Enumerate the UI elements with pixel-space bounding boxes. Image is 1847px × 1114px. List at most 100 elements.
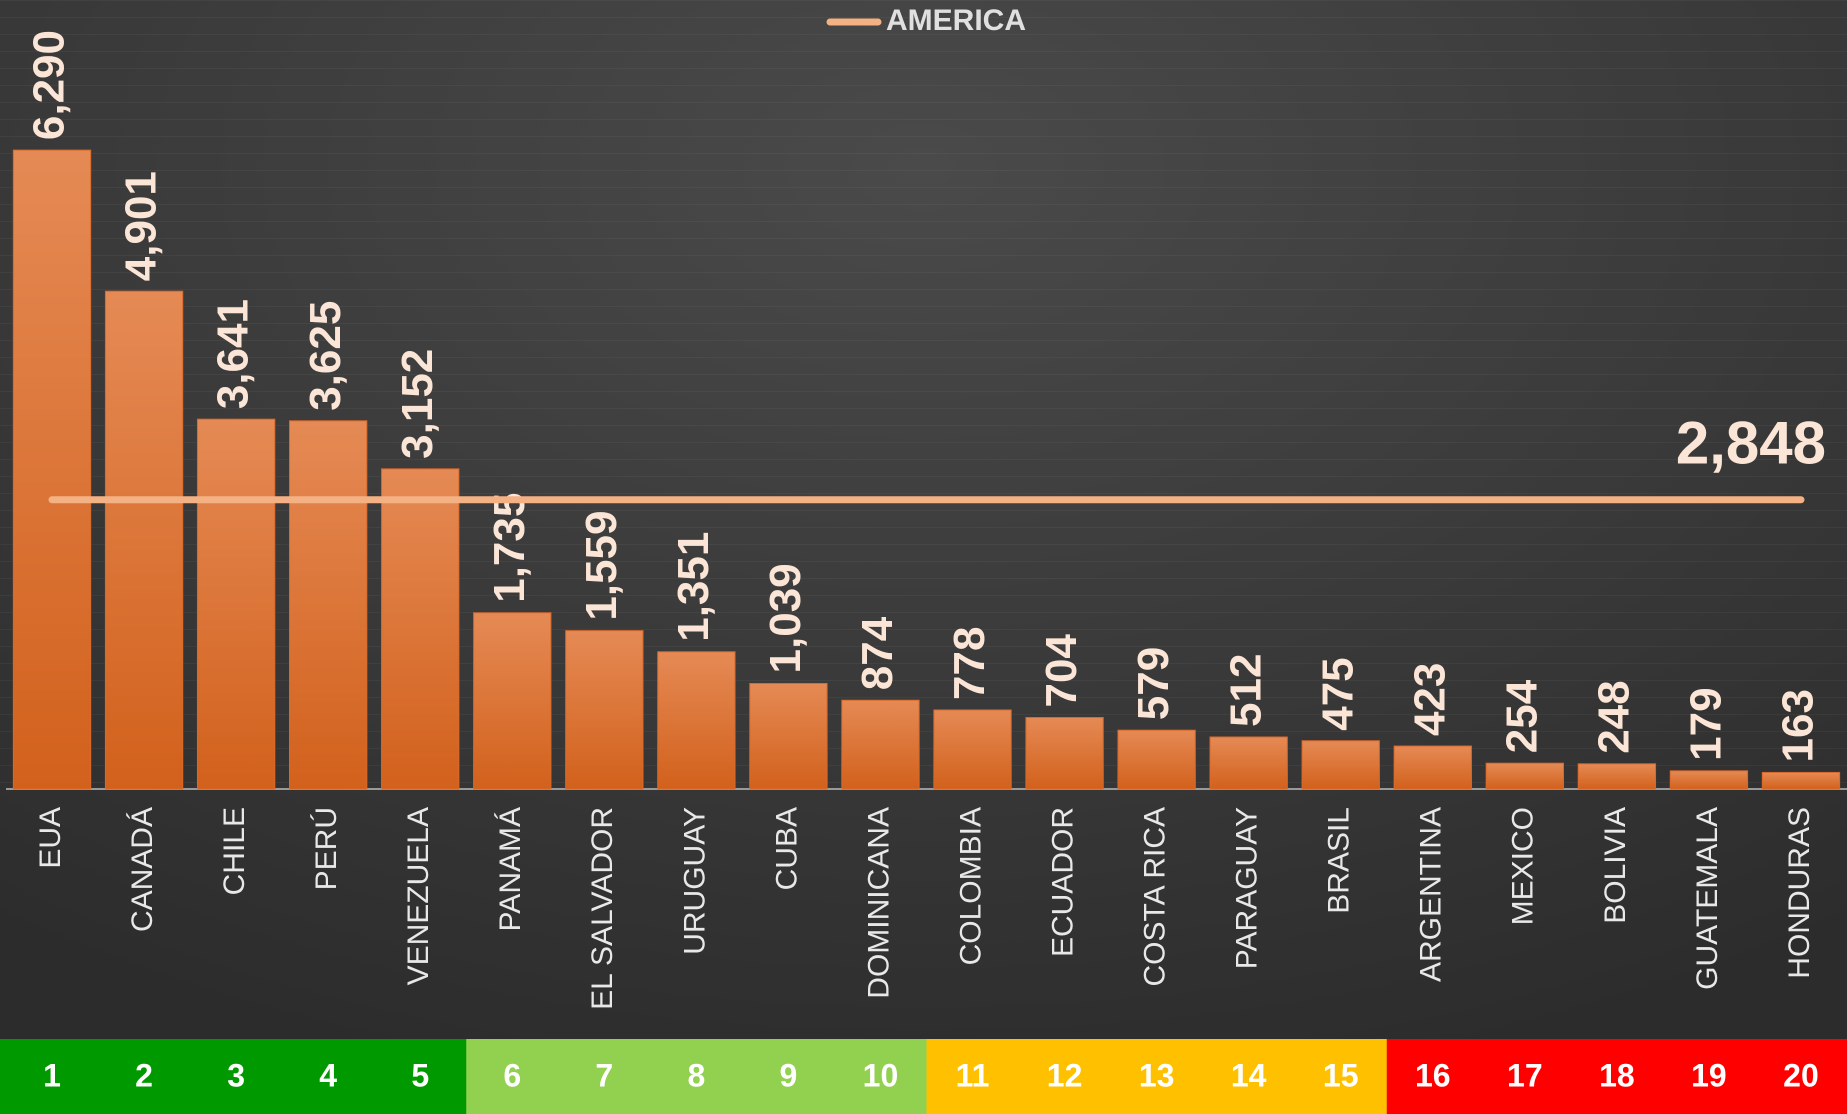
rank-label: 17 (1507, 1057, 1543, 1093)
value-label: 874 (853, 616, 902, 690)
value-label: 254 (1497, 679, 1546, 753)
value-label: 3,641 (209, 299, 258, 409)
rank-cell (374, 1039, 467, 1114)
bar (657, 651, 736, 790)
rank-label: 18 (1599, 1057, 1635, 1093)
x-tick-label: CHILE (218, 807, 251, 895)
x-tick-label: PANAMÁ (494, 807, 527, 931)
rank-cell (1294, 1039, 1388, 1114)
bar (104, 290, 184, 790)
x-tick-label: HONDURAS (1783, 807, 1816, 979)
rank-label: 11 (956, 1057, 990, 1093)
rank-label: 9 (780, 1057, 798, 1093)
rank-cell (1754, 1039, 1847, 1114)
rank-cell (1202, 1039, 1296, 1114)
rank-cell (834, 1039, 927, 1114)
x-tick-label: CANADÁ (126, 807, 159, 932)
value-label: 6,290 (25, 30, 74, 140)
value-label: 163 (1774, 689, 1823, 762)
value-label: 579 (1129, 647, 1178, 720)
x-tick-label: ECUADOR (1046, 807, 1079, 957)
bar (565, 630, 644, 790)
bar (1577, 763, 1657, 790)
rank-label: 15 (1323, 1057, 1359, 1093)
value-label: 704 (1037, 634, 1086, 708)
bar (473, 612, 552, 790)
rank-label: 19 (1691, 1057, 1727, 1093)
rank-cell (926, 1039, 1020, 1114)
bar (1117, 729, 1196, 790)
rank-cell (742, 1039, 835, 1114)
x-tick-label: BOLIVIA (1599, 807, 1632, 924)
bar (1301, 740, 1380, 790)
bar (1485, 762, 1564, 790)
value-label: 512 (1221, 654, 1270, 727)
rank-label: 1 (43, 1057, 61, 1093)
rank-label: 20 (1783, 1057, 1819, 1093)
bar (841, 699, 920, 790)
rank-cell (1570, 1039, 1664, 1114)
bar (381, 468, 460, 790)
rank-label: 7 (595, 1057, 613, 1093)
x-tick-label: GUATEMALA (1691, 807, 1724, 990)
value-label: 475 (1313, 657, 1362, 730)
x-tick-label: MEXICO (1507, 807, 1540, 925)
value-label: 1,559 (577, 511, 626, 621)
rank-cell (1018, 1039, 1112, 1114)
bar (933, 709, 1012, 790)
rank-label: 8 (687, 1057, 705, 1093)
rank-cell (282, 1039, 375, 1114)
rank-cell (1478, 1039, 1572, 1114)
bar (1669, 770, 1749, 790)
value-label: 1,351 (669, 532, 718, 642)
rank-label: 3 (227, 1057, 245, 1093)
rank-cell (98, 1039, 191, 1114)
value-label: 248 (1590, 680, 1639, 753)
value-label: 4,901 (117, 171, 166, 281)
value-label: 1,735 (485, 493, 534, 603)
x-tick-label: DOMINICANA (862, 807, 895, 999)
x-tick-label: COSTA RICA (1139, 807, 1172, 986)
rank-label: 2 (135, 1057, 153, 1093)
rank-cell (1386, 1039, 1480, 1114)
value-label: 179 (1682, 687, 1731, 760)
x-tick-label: EL SALVADOR (586, 807, 619, 1010)
x-tick-label: URUGUAY (678, 807, 711, 955)
rank-label: 12 (1047, 1057, 1083, 1093)
x-tick-label: VENEZUELA (402, 807, 435, 985)
value-label: 3,625 (301, 301, 350, 411)
bar (12, 149, 92, 790)
value-label: 1,039 (761, 563, 810, 673)
rank-cell (1110, 1039, 1204, 1114)
x-tick-label: PERÚ (310, 807, 343, 890)
bar (196, 418, 276, 790)
x-tick-label: EUA (34, 807, 67, 869)
rank-cell (558, 1039, 651, 1114)
value-label: 778 (945, 627, 994, 700)
rank-label: 10 (863, 1057, 899, 1093)
rank-label: 13 (1139, 1057, 1175, 1093)
rank-cell (0, 1039, 99, 1114)
bar (1761, 771, 1841, 790)
value-label: 3,152 (393, 349, 442, 459)
rank-cell (1662, 1039, 1756, 1114)
x-tick-label: BRASIL (1323, 807, 1356, 914)
rank-label: 14 (1231, 1057, 1267, 1093)
x-tick-label: CUBA (770, 807, 803, 890)
bar (749, 682, 828, 790)
x-tick-label: PARAGUAY (1231, 807, 1264, 969)
x-tick-label: ARGENTINA (1415, 807, 1448, 982)
bar (289, 420, 368, 790)
rank-label: 5 (411, 1057, 429, 1093)
x-tick-label: COLOMBIA (954, 807, 987, 965)
bar (1209, 736, 1288, 790)
background-texture (0, 0, 1847, 790)
bar (1393, 745, 1472, 790)
rank-label: 6 (503, 1057, 521, 1093)
bar (1025, 716, 1104, 790)
rank-label: 16 (1415, 1057, 1451, 1093)
rank-cell (650, 1039, 743, 1114)
reference-label: 2,848 (1676, 410, 1826, 477)
